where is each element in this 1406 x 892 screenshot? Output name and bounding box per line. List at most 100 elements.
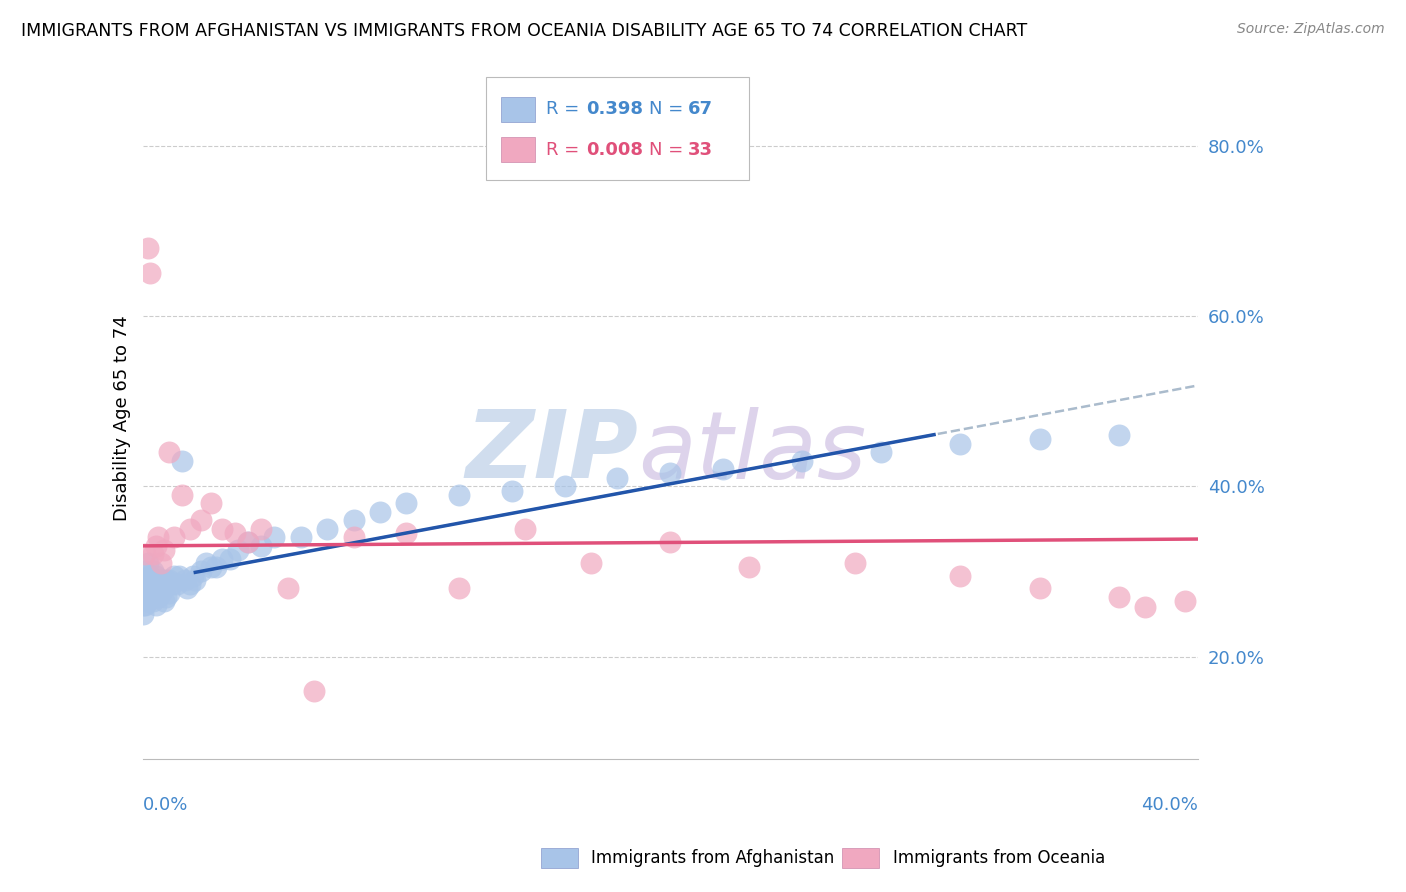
- Point: [150, 556, 173, 570]
- Point: [711, 462, 734, 476]
- Point: [395, 496, 418, 510]
- Point: [316, 522, 339, 536]
- Point: [134, 548, 156, 562]
- Text: 0.398: 0.398: [586, 101, 643, 119]
- Point: [134, 573, 156, 587]
- Point: [145, 582, 167, 596]
- Point: [136, 594, 159, 608]
- Text: N =: N =: [650, 101, 683, 119]
- Point: [131, 607, 153, 621]
- Point: [152, 543, 174, 558]
- Point: [226, 543, 249, 558]
- Point: [1108, 590, 1130, 604]
- Point: [224, 526, 246, 541]
- Point: [179, 522, 201, 536]
- Point: [181, 568, 204, 582]
- Point: [190, 565, 212, 579]
- Point: [157, 573, 180, 587]
- Text: IMMIGRANTS FROM AFGHANISTAN VS IMMIGRANTS FROM OCEANIA DISABILITY AGE 65 TO 74 C: IMMIGRANTS FROM AFGHANISTAN VS IMMIGRANT…: [21, 22, 1028, 40]
- Point: [606, 471, 628, 485]
- Point: [659, 467, 682, 481]
- Point: [145, 568, 167, 582]
- Point: [139, 568, 162, 582]
- Point: [194, 556, 217, 570]
- Point: [134, 599, 156, 613]
- Point: [236, 534, 259, 549]
- Point: [142, 577, 165, 591]
- Point: [157, 585, 180, 599]
- Text: R =: R =: [546, 101, 585, 119]
- Point: [150, 573, 173, 587]
- Point: [145, 539, 167, 553]
- Point: [160, 577, 183, 591]
- Point: [205, 560, 228, 574]
- Point: [579, 556, 602, 570]
- Point: [200, 496, 222, 510]
- Point: [870, 445, 893, 459]
- Point: [155, 590, 177, 604]
- Point: [1028, 582, 1050, 596]
- Text: 0.008: 0.008: [586, 141, 643, 159]
- Point: [554, 479, 576, 493]
- Point: [173, 573, 195, 587]
- Text: R =: R =: [546, 141, 585, 159]
- Point: [145, 599, 167, 613]
- Point: [218, 551, 240, 566]
- Point: [200, 560, 222, 574]
- Point: [136, 585, 159, 599]
- Text: Immigrants from Oceania: Immigrants from Oceania: [893, 849, 1105, 867]
- Point: [1028, 433, 1050, 447]
- Point: [449, 488, 471, 502]
- Point: [1133, 600, 1156, 615]
- Point: [501, 483, 523, 498]
- Point: [449, 582, 471, 596]
- Point: [342, 530, 364, 544]
- Point: [395, 526, 418, 541]
- Point: [134, 582, 156, 596]
- Text: Source: ZipAtlas.com: Source: ZipAtlas.com: [1237, 22, 1385, 37]
- Point: [1174, 594, 1197, 608]
- Point: [302, 683, 325, 698]
- Point: [136, 241, 159, 255]
- FancyBboxPatch shape: [485, 78, 749, 179]
- Point: [134, 590, 156, 604]
- Text: 40.0%: 40.0%: [1142, 797, 1198, 814]
- Point: [184, 573, 207, 587]
- Text: 0.0%: 0.0%: [142, 797, 188, 814]
- Point: [136, 556, 159, 570]
- Point: [148, 577, 170, 591]
- Point: [949, 568, 972, 582]
- Point: [131, 599, 153, 613]
- Point: [142, 548, 165, 562]
- Point: [136, 573, 159, 587]
- Point: [290, 530, 312, 544]
- Point: [368, 505, 391, 519]
- Point: [176, 582, 198, 596]
- Point: [277, 582, 299, 596]
- Point: [172, 453, 194, 467]
- Text: atlas: atlas: [638, 407, 866, 498]
- Point: [211, 551, 233, 566]
- Point: [263, 530, 285, 544]
- Point: [152, 582, 174, 596]
- Point: [659, 534, 682, 549]
- Point: [844, 556, 866, 570]
- Point: [157, 445, 180, 459]
- FancyBboxPatch shape: [502, 137, 536, 161]
- Y-axis label: Disability Age 65 to 74: Disability Age 65 to 74: [114, 315, 131, 521]
- Point: [163, 530, 186, 544]
- Text: N =: N =: [650, 141, 683, 159]
- Point: [342, 513, 364, 527]
- Point: [148, 530, 170, 544]
- Text: 33: 33: [688, 141, 713, 159]
- Text: ZIP: ZIP: [465, 406, 638, 498]
- Point: [513, 522, 536, 536]
- Point: [790, 453, 813, 467]
- Point: [150, 585, 173, 599]
- Point: [142, 565, 165, 579]
- Point: [155, 573, 177, 587]
- Point: [169, 568, 191, 582]
- Point: [179, 577, 201, 591]
- Text: 67: 67: [688, 101, 713, 119]
- Point: [738, 560, 761, 574]
